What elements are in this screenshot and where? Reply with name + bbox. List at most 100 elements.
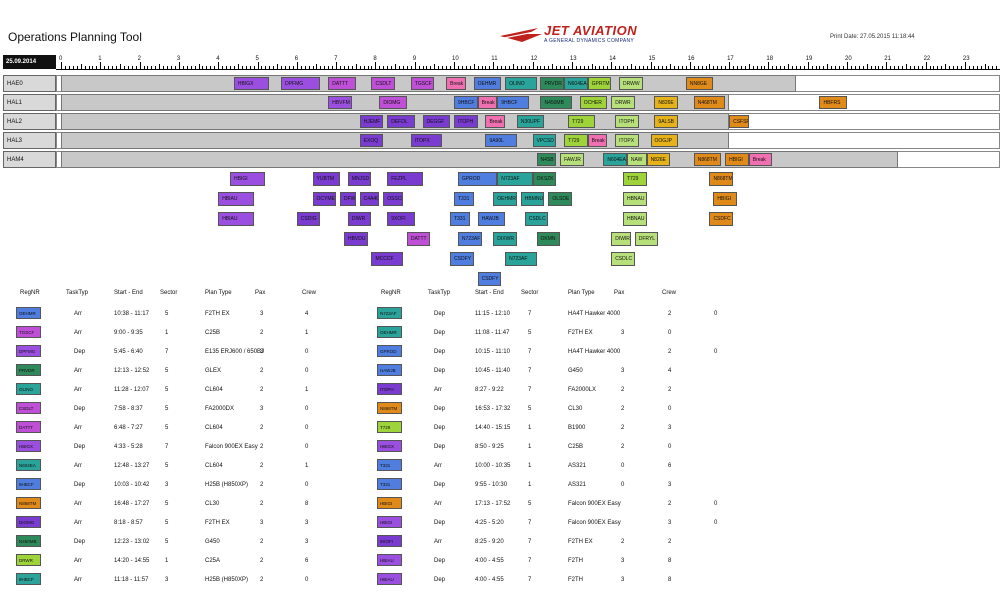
unassigned-task-block[interactable]: OKSZK (532, 172, 557, 186)
task-block[interactable]: Break (748, 153, 773, 166)
unassigned-task-block[interactable]: DIXWR (493, 232, 517, 246)
unassigned-task-block[interactable]: OEHMR (493, 192, 517, 206)
unassigned-task-block[interactable]: CSDFY (450, 252, 474, 266)
table-row[interactable]: OLINO Arr 11:28 - 12:07 5 CL604 2 1 (0, 383, 1000, 397)
task-block[interactable]: CSFSF (729, 115, 749, 128)
table-row[interactable]: N868TM Dep 16:53 - 17:32 5 CL30 2 0 (0, 402, 1000, 416)
table-row[interactable]: N604EA Arr 12:48 - 13:27 5 CL604 2 1 (0, 459, 1000, 473)
table-row[interactable]: 9HBCF Arr 11:18 - 11:57 3 H25B (H850XP) 2 0 (0, 573, 1000, 587)
unassigned-task-block[interactable]: DFWIF (340, 192, 356, 206)
table-row[interactable]: T331 Arr 10:00 - 10:35 1 AS321 0 6 (0, 459, 1000, 473)
task-block[interactable]: N30UPF (516, 115, 545, 128)
task-block[interactable]: Break (477, 96, 498, 109)
task-block[interactable]: N450MB (540, 96, 572, 109)
unassigned-task-block[interactable]: HAWJB (477, 212, 506, 226)
table-row[interactable]: N868TM Arr 16:48 - 17:27 5 CL30 2 8 (0, 497, 1000, 511)
table-row[interactable]: DATTT Arr 6:48 - 7:27 5 CL604 2 0 (0, 421, 1000, 435)
task-block[interactable]: DPFMG (281, 77, 321, 90)
table-row[interactable]: 9HBCF Dep 10:03 - 10:42 3 H25B (H850XP) 2 0 (0, 478, 1000, 492)
task-block[interactable]: CSDLT (371, 77, 396, 90)
task-block[interactable]: FAWJR (560, 153, 584, 166)
unassigned-task-block[interactable]: MCCCF (371, 252, 403, 266)
unassigned-task-block[interactable]: CSDLC (611, 252, 635, 266)
task-block[interactable]: ITOPH (454, 115, 478, 128)
task-block[interactable]: 9HBCF (454, 96, 478, 109)
task-block[interactable]: N468TM (693, 96, 726, 109)
table-row[interactable]: N450MB Dep 12:23 - 13:02 5 G450 2 3 (0, 535, 1000, 549)
unassigned-task-block[interactable]: HBIGI (229, 172, 266, 186)
unassigned-task-block[interactable]: HBVDU (343, 232, 368, 246)
task-block[interactable]: OCHER (579, 96, 608, 109)
unassigned-task-block[interactable]: DATTT (406, 232, 431, 246)
unassigned-task-block[interactable]: GPROD (457, 172, 498, 186)
unassigned-task-block[interactable]: DFRYL (634, 232, 659, 246)
task-block[interactable]: DRWR (611, 96, 635, 109)
task-block[interactable]: ITOPH (615, 115, 639, 128)
task-block[interactable]: HBVFM (328, 96, 352, 109)
unassigned-task-block[interactable]: CSDFC (709, 212, 734, 226)
table-row[interactable]: HBIAU Dep 4:00 - 4:55 7 F2TH 3 8 (0, 573, 1000, 587)
table-row[interactable]: HBIGI Dep 4:25 - 5:20 7 Falcon 900EX Easy 3 0 (0, 516, 1000, 530)
task-block[interactable]: OEHMR (473, 77, 502, 90)
table-row[interactable]: HAWJB Dep 10:45 - 11:40 7 G450 3 4 (0, 364, 1000, 378)
unassigned-task-block[interactable]: T331 (454, 192, 474, 206)
task-block[interactable]: HBIGX (233, 77, 270, 90)
table-row[interactable]: T331 Dep 9:55 - 10:30 1 AS321 0 3 (0, 478, 1000, 492)
task-block[interactable]: 9ALSB (654, 115, 678, 128)
task-block[interactable]: PRVDR (540, 77, 565, 90)
task-block[interactable]: Break (446, 77, 466, 90)
unassigned-task-block[interactable]: FEZPL (387, 172, 423, 186)
unassigned-task-block[interactable]: CSDFY (477, 272, 502, 286)
task-block[interactable]: T729 (564, 134, 588, 147)
table-row[interactable]: DPFMG Dep 5:45 - 6:40 7 E135 ERJ600 / 650BJ 3… (0, 345, 1000, 359)
task-block[interactable]: NAW (626, 153, 647, 166)
unassigned-task-block[interactable]: DIWIR (611, 232, 631, 246)
unassigned-task-block[interactable]: OSSCR (383, 192, 403, 206)
table-row[interactable]: DRWR Arr 14:20 - 14:55 1 C25A 2 6 (0, 554, 1000, 568)
task-block[interactable]: NN8GE (685, 77, 714, 90)
unassigned-task-block[interactable]: HBNAU (622, 192, 647, 206)
table-row[interactable]: HBIAU Dep 4:00 - 4:55 7 F2TH 3 8 (0, 554, 1000, 568)
task-block[interactable]: TGSCF (410, 77, 435, 90)
unassigned-task-block[interactable]: DIWR (347, 212, 372, 226)
unassigned-task-block[interactable]: N723AF (497, 172, 533, 186)
unassigned-task-block[interactable]: MNJSD (347, 172, 372, 186)
unassigned-task-block[interactable]: HBIAU (218, 212, 254, 226)
task-block[interactable]: OOGJP (650, 134, 678, 147)
task-block[interactable]: 9A90L (485, 134, 517, 147)
task-block[interactable]: DIOMG (379, 96, 407, 109)
task-block[interactable]: ITOPX (410, 134, 443, 147)
unassigned-task-block[interactable]: N723AF (505, 252, 537, 266)
task-block[interactable]: VPCSD (532, 134, 557, 147)
table-row[interactable]: DIOMG Arr 8:18 - 8:57 5 F2TH EX 3 3 (0, 516, 1000, 530)
unassigned-task-block[interactable]: OLSDE (548, 192, 572, 206)
task-block[interactable]: Break (485, 115, 506, 128)
task-block[interactable]: 9HBCF (497, 96, 529, 109)
table-row[interactable]: HBIGX Dep 8:50 - 9:25 1 C25B 2 0 (0, 440, 1000, 454)
unassigned-task-block[interactable]: OCYME (312, 192, 337, 206)
task-block[interactable]: Break (587, 134, 608, 147)
task-block[interactable]: EXOQ (359, 134, 384, 147)
unassigned-task-block[interactable]: N868TM (709, 172, 734, 186)
task-block[interactable]: N868TM (693, 153, 722, 166)
unassigned-task-block[interactable]: HBIAU (218, 192, 254, 206)
task-block[interactable]: DEFDL (387, 115, 415, 128)
table-row[interactable]: OEHMR Arr 10:38 - 11:17 5 F2TH EX 3 4 (0, 307, 1000, 321)
task-block[interactable]: T729 (567, 115, 596, 128)
table-row[interactable]: PRVDR Arr 12:13 - 12:52 5 GLEX 2 0 (0, 364, 1000, 378)
table-row[interactable]: HBIGX Dep 4:33 - 5:28 7 Falcon 900EX Easy 2 0 (0, 440, 1000, 454)
table-row[interactable]: N723AF Dep 11:15 - 12:10 7 HA4T Hawker 4000 2… (0, 307, 1000, 321)
table-row[interactable]: HBIGI Arr 17:13 - 17:52 5 Falcon 900EX Easy 2… (0, 497, 1000, 511)
task-block[interactable]: HJEMF (359, 115, 384, 128)
task-block[interactable]: N4SB (536, 153, 557, 166)
table-row[interactable]: TGSCF Arr 9:00 - 9:35 1 C25B 2 1 (0, 326, 1000, 340)
task-block[interactable]: DATTT (328, 77, 356, 90)
table-row[interactable]: GPROD Dep 10:15 - 11:10 7 HA4T Hawker 4000 2 0 (0, 345, 1000, 359)
task-block[interactable]: OLINO (505, 77, 537, 90)
task-block[interactable]: HBFRS (819, 96, 847, 109)
task-block[interactable]: HBIGI (725, 153, 749, 166)
task-block[interactable]: ITOPX (615, 134, 639, 147)
unassigned-task-block[interactable]: 9XOFI (387, 212, 415, 226)
unassigned-task-block[interactable]: OKMN (536, 232, 561, 246)
table-row[interactable]: 9XOFI Arr 8:25 - 9:20 7 F2TH EX 2 2 (0, 535, 1000, 549)
